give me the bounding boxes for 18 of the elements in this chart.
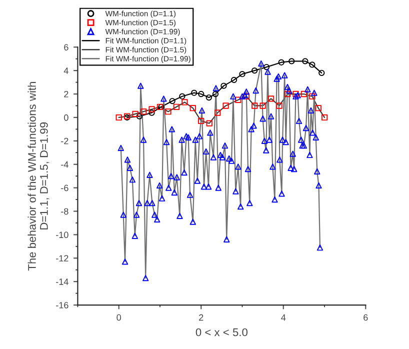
y-tick-label: 2: [64, 90, 68, 98]
y-tick-label: 0: [64, 114, 68, 121]
y-tick-label: -14: [56, 278, 68, 285]
y-axis-title: The behavior of the WM-functions with D=1.1, D=1.5, D=1.99: [28, 82, 50, 271]
y-tick-label: -16: [56, 302, 68, 308]
y-tick-label: -10: [56, 232, 68, 238]
y-tick-label: -4: [61, 161, 68, 168]
x-axis-title: 0 < x < 5.0: [196, 328, 248, 336]
x-tick-label: 6: [364, 314, 368, 321]
y-tick-label: 6: [64, 44, 68, 50]
x-tick-label: 4: [281, 314, 286, 321]
y-tick-label: -8: [61, 208, 68, 215]
x-tick-label: 0: [116, 314, 121, 321]
y-tick-label: -12: [56, 255, 68, 262]
y-tick-label: 4: [64, 68, 68, 74]
y-tick-label: -2: [61, 138, 68, 144]
y-tick-label: -6: [61, 184, 68, 192]
x-tick-label: 2: [199, 314, 204, 321]
